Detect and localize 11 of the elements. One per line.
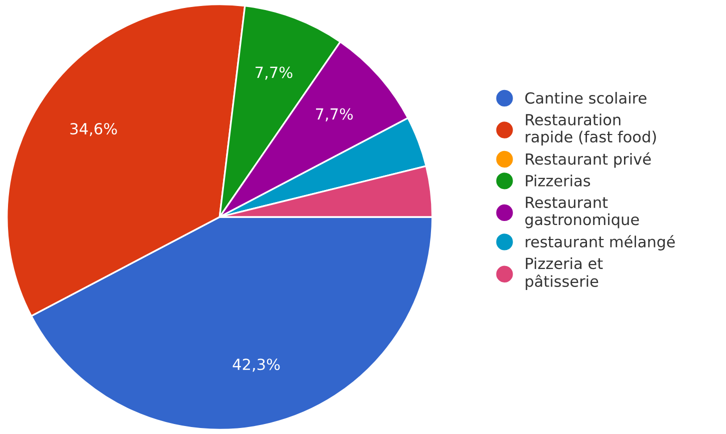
data-label: 34,6%	[70, 122, 117, 136]
data-label: 7,7%	[256, 66, 292, 80]
data-label: 42,3%	[232, 358, 280, 372]
legend-label: Pizzeria et pâtisserie	[526, 257, 603, 290]
data-label: 7,7%	[316, 108, 353, 122]
legend-label: Restauration rapide (fast food)	[526, 114, 656, 146]
legend-label: Restaurant gastronomique	[525, 196, 639, 228]
legend-label: Pizzerias	[526, 174, 590, 186]
legend-label: restaurant mélangé	[526, 235, 675, 250]
legend-label: Cantine scolaire	[525, 92, 646, 104]
legend-label: Restaurant privé	[526, 152, 651, 168]
